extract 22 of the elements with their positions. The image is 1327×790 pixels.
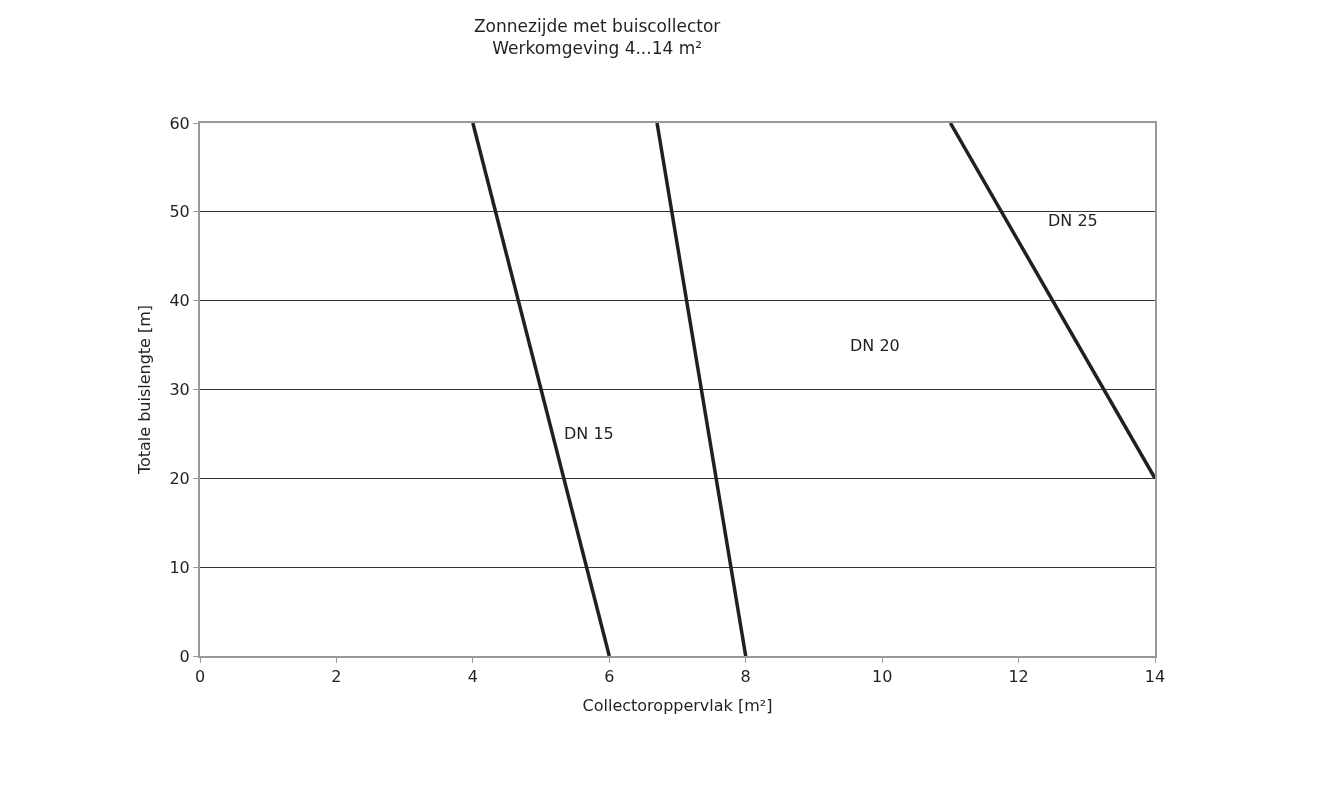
y-tick-label: 40 xyxy=(169,291,190,311)
x-tick-label: 0 xyxy=(194,667,206,687)
chart-title: Zonnezijde met buiscollector xyxy=(473,15,721,36)
y-tick-label: 30 xyxy=(169,380,190,400)
annotation: DN 20 xyxy=(850,336,900,355)
x-tick-label: 8 xyxy=(740,667,751,687)
x-axis-title: Collectoroppervlak [m²] xyxy=(582,696,773,716)
y-tick-label: 50 xyxy=(169,202,190,222)
x-tick-label: 10 xyxy=(871,667,893,687)
x-tick-label: 2 xyxy=(331,667,342,687)
chart-subtitle: Werkomgeving 4...14 m² xyxy=(492,37,703,58)
y-tick-label: 0 xyxy=(179,646,190,666)
x-tick-label: 12 xyxy=(1008,667,1029,687)
x-tick-label: 4 xyxy=(467,667,478,687)
y-tick-label: 10 xyxy=(169,557,190,577)
y-tick-label: 20 xyxy=(169,468,190,488)
y-tick-label: 60 xyxy=(169,113,190,133)
annotation: DN 25 xyxy=(1048,211,1098,230)
x-tick-label: 6 xyxy=(604,667,615,687)
x-tick-label: 14 xyxy=(1144,667,1166,687)
y-axis-title: Totale buislengte [m] xyxy=(134,304,154,476)
annotation: DN 15 xyxy=(564,424,614,443)
